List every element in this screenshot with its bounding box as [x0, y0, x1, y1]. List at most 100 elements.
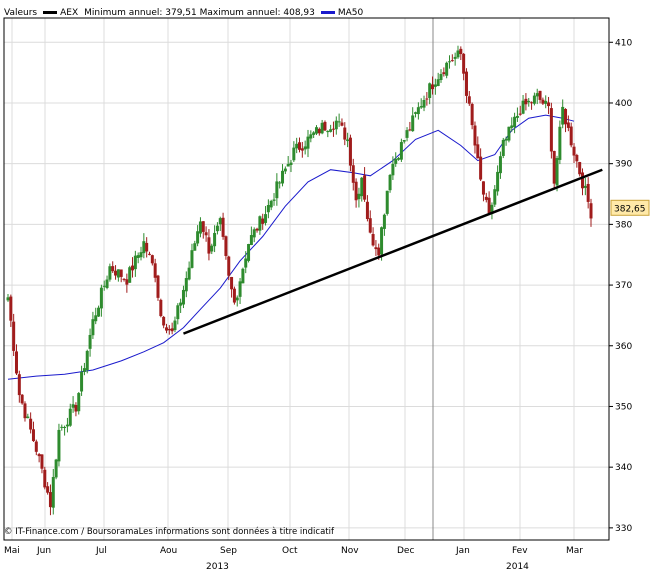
candle-body: [122, 278, 126, 280]
candle: [94, 307, 98, 325]
candle: [114, 265, 118, 280]
candle: [201, 221, 205, 239]
candle: [541, 97, 545, 105]
candle-body: [323, 121, 327, 131]
candle-body: [306, 136, 310, 149]
candle-body: [487, 197, 491, 214]
candle: [82, 362, 86, 376]
candle: [116, 269, 120, 282]
candle: [241, 267, 245, 284]
candle: [133, 250, 137, 277]
candle-body: [133, 255, 137, 270]
x-tick-label: Fev: [512, 546, 528, 556]
candle: [374, 240, 378, 256]
min-max-text: Minimum annuel: 379,51 Maximum annuel: 4…: [84, 8, 315, 18]
candle-body: [269, 200, 273, 208]
candle: [555, 155, 559, 192]
candle-body: [105, 279, 109, 288]
candle: [498, 151, 502, 179]
candle-body: [286, 164, 290, 167]
legend-aex-label: AEX: [60, 8, 79, 18]
candle-body: [34, 441, 38, 452]
candle: [74, 402, 78, 417]
candle-body: [583, 185, 587, 188]
y-tick-label: 350: [615, 402, 632, 412]
candle-body: [484, 196, 488, 200]
candle-body: [63, 426, 67, 428]
candle-body: [258, 216, 262, 231]
candle-body: [264, 214, 268, 223]
candle-body: [496, 171, 500, 192]
candle-body: [541, 99, 545, 104]
candle: [119, 269, 123, 283]
candle: [317, 127, 321, 136]
candle: [218, 216, 222, 232]
candle: [255, 227, 259, 233]
candle: [122, 278, 126, 282]
candle-body: [12, 321, 16, 351]
candle: [391, 156, 395, 181]
candle-body: [249, 235, 253, 246]
candle: [249, 226, 253, 246]
candle-body: [108, 266, 112, 280]
candle: [575, 153, 579, 168]
x-tick-label: Oct: [282, 546, 298, 556]
candle-body: [37, 454, 41, 457]
candle: [343, 122, 347, 146]
candle-body: [408, 129, 412, 131]
candle-body: [459, 48, 463, 55]
candle: [264, 206, 268, 226]
candle: [527, 97, 531, 107]
candle: [326, 130, 330, 138]
candle: [136, 252, 140, 264]
candle-body: [204, 232, 208, 236]
candle-body: [575, 155, 579, 162]
candle-body: [368, 218, 372, 233]
candle: [65, 417, 69, 433]
candle: [148, 251, 152, 256]
y-tick-label: 380: [615, 220, 632, 230]
candle: [12, 313, 16, 356]
candle: [436, 72, 440, 87]
candle-body: [278, 182, 282, 184]
candle: [504, 136, 508, 146]
candle: [37, 453, 41, 463]
candle: [275, 173, 279, 206]
candle-body: [60, 426, 64, 428]
candle: [68, 403, 72, 427]
candle-body: [439, 74, 443, 81]
candle: [272, 193, 276, 206]
candle: [564, 108, 568, 133]
candle: [397, 157, 401, 161]
candle-body: [139, 252, 143, 258]
candle: [578, 161, 582, 177]
candle-body: [552, 150, 556, 184]
candle-body: [77, 393, 81, 412]
candle: [278, 180, 282, 189]
candle: [490, 202, 494, 220]
candle: [521, 94, 525, 115]
candle-body: [513, 116, 517, 128]
candle: [108, 263, 112, 282]
candle-body: [179, 302, 183, 306]
y-tick-label: 400: [615, 99, 632, 109]
candle-body: [419, 106, 423, 108]
y-tick-label: 340: [615, 463, 632, 473]
candle: [71, 396, 75, 413]
candle: [363, 167, 367, 202]
candle: [549, 102, 553, 159]
candle: [224, 235, 228, 260]
candle: [382, 213, 386, 236]
candle-body: [453, 56, 457, 59]
candle: [190, 243, 194, 269]
candle-body: [207, 237, 211, 254]
axis-labels: 330 340 350 360 370 380 390 400 410 382,65 Mai Jun J…: [4, 38, 650, 572]
legend-ma50-label: MA50: [337, 8, 364, 18]
candle: [428, 82, 432, 105]
candle-body: [167, 329, 171, 331]
x-tick-label: Mar: [566, 546, 583, 556]
y-tick-label: 360: [615, 342, 632, 352]
candle: [450, 54, 454, 62]
candle-body: [467, 96, 471, 104]
candle-body: [23, 403, 27, 419]
